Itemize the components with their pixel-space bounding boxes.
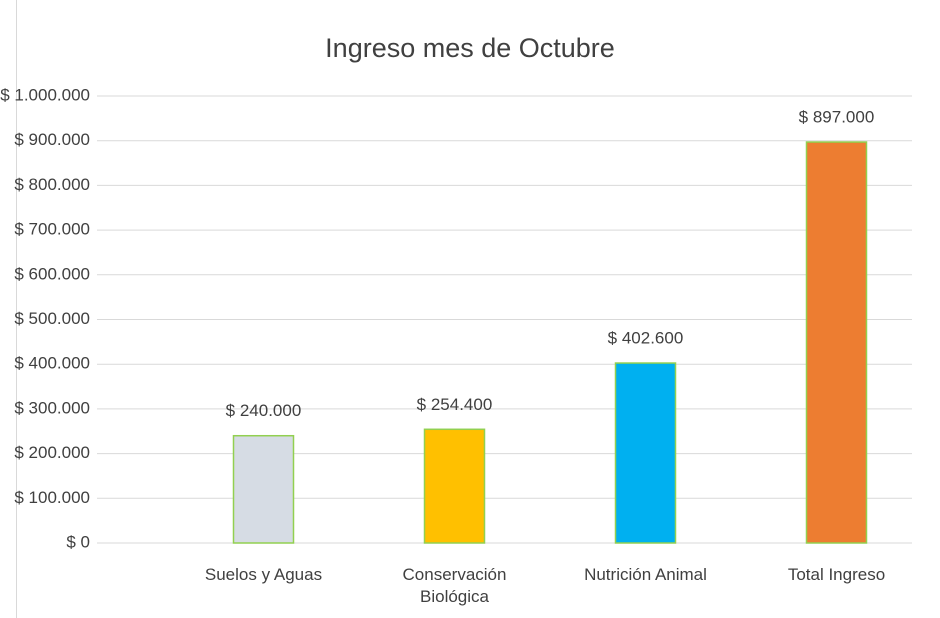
y-tick-label: $ 400.000 bbox=[14, 354, 90, 373]
y-tick-label: $ 700.000 bbox=[14, 220, 90, 239]
y-tick-label: $ 500.000 bbox=[14, 309, 90, 328]
y-tick-label: $ 100.000 bbox=[14, 488, 90, 507]
y-tick-label: $ 200.000 bbox=[14, 443, 90, 462]
bar bbox=[805, 141, 868, 544]
y-tick-label: $ 800.000 bbox=[14, 175, 90, 194]
bar bbox=[614, 362, 677, 544]
data-label: $ 897.000 bbox=[799, 108, 875, 127]
y-tick-label: $ 600.000 bbox=[14, 264, 90, 283]
x-tick-label: Suelos y Aguas bbox=[204, 565, 323, 584]
data-label: $ 402.600 bbox=[608, 329, 684, 348]
y-tick-label: $ 300.000 bbox=[14, 398, 90, 417]
x-tick-label: Nutrición Animal bbox=[584, 565, 707, 584]
y-tick-label: $ 1.000.000 bbox=[0, 85, 90, 104]
y-tick-label: $ 900.000 bbox=[14, 130, 90, 149]
y-tick-label: $ 0 bbox=[66, 532, 90, 551]
x-tick-label: Total Ingreso bbox=[787, 565, 886, 584]
chart-title: Ingreso mes de Octubre bbox=[325, 33, 615, 63]
x-tick-label: Conservación Biológica bbox=[402, 565, 507, 606]
bar bbox=[232, 434, 295, 544]
chart-frame bbox=[16, 0, 17, 618]
data-label: $ 254.400 bbox=[417, 395, 493, 414]
bar bbox=[423, 428, 486, 544]
data-label: $ 240.000 bbox=[226, 401, 302, 420]
